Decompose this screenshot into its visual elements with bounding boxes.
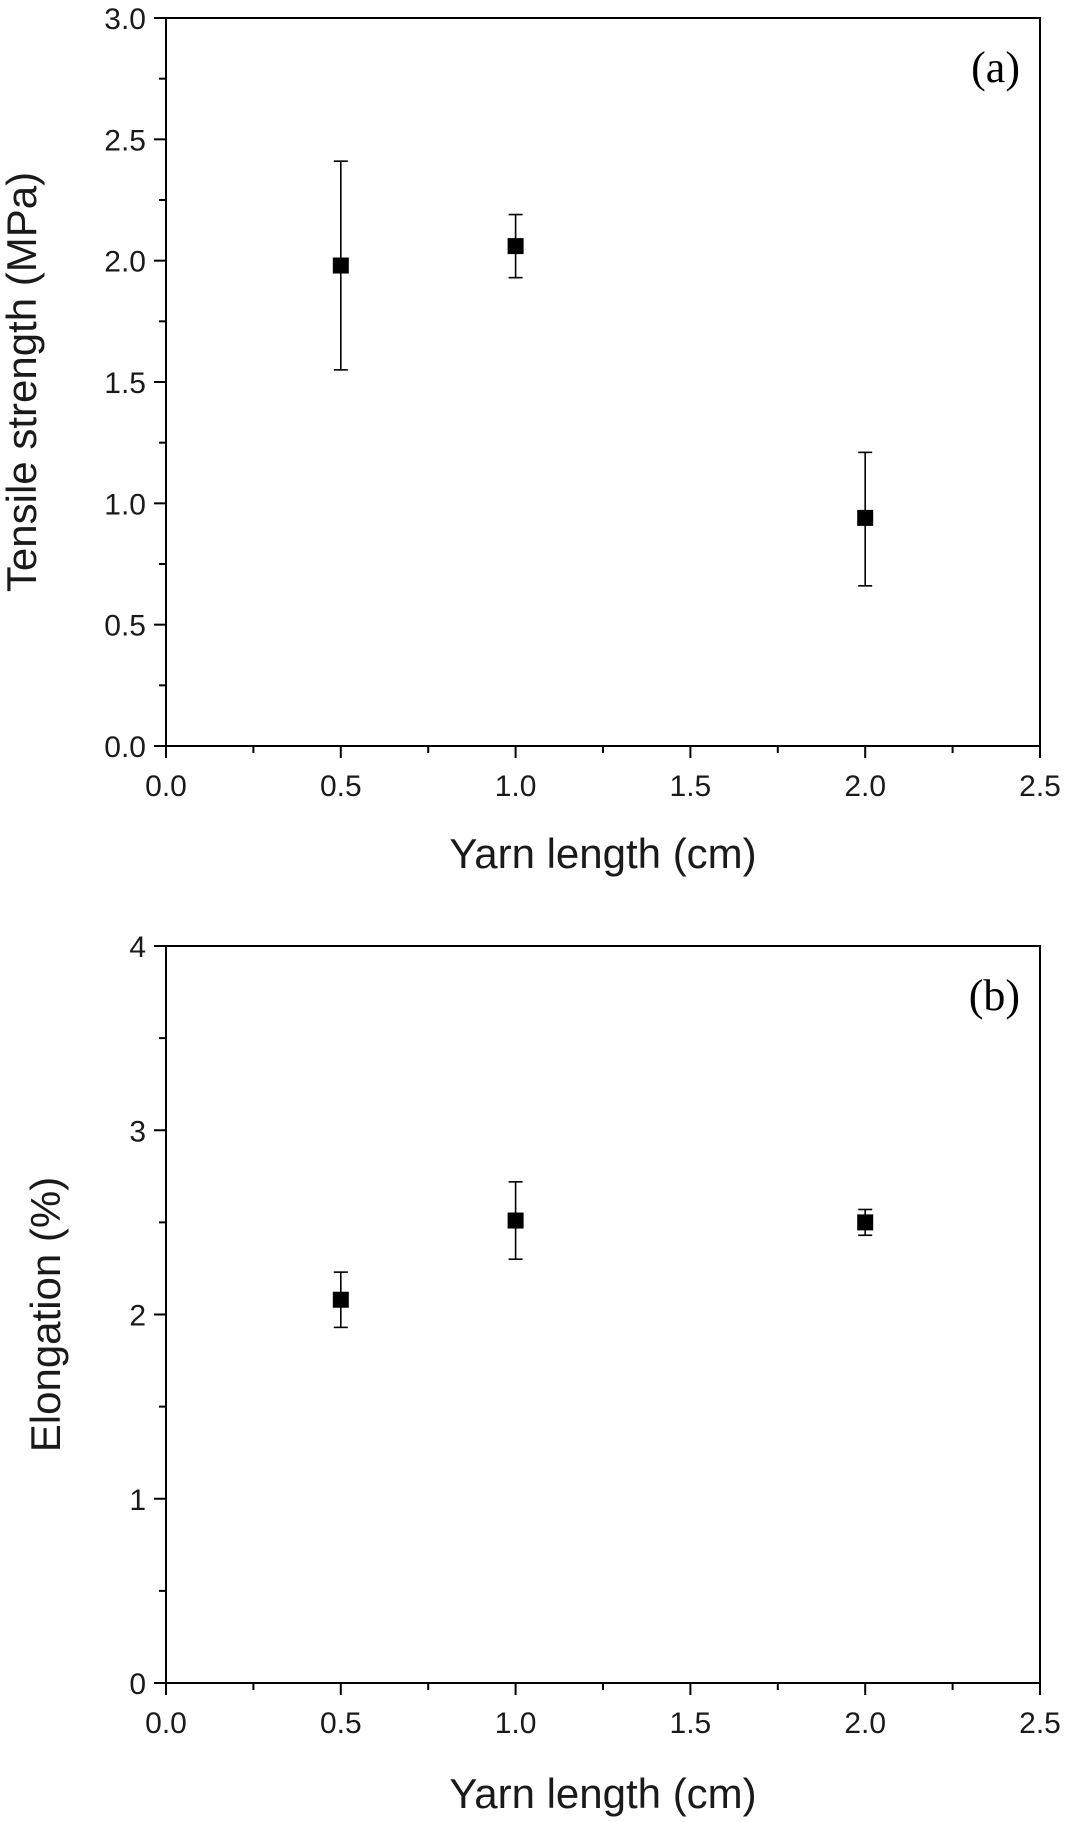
- data-point-2: [857, 452, 873, 585]
- x-tick-label: 2.0: [844, 1707, 886, 1740]
- square-marker: [857, 510, 873, 526]
- plot-frame: [166, 946, 1040, 1683]
- x-tick-label: 0.0: [145, 1707, 187, 1740]
- y-tick-label: 2.0: [104, 246, 146, 279]
- x-axis-title: Yarn length (cm): [449, 830, 756, 877]
- chart-elongation: 0.0 0.5 1.0 1.5 2.0 2.5 0 1 2 3 4 Yarn length (cm) E…: [22, 931, 1061, 1817]
- y-tick-label: 0.5: [104, 610, 146, 643]
- x-tick-label: 1.5: [670, 770, 712, 803]
- chart-tensile-strength: 0.0 0.5 1.0 1.5 2.0 2.5 0.0 0.5 1.0 1.5 2.0 2.5 3.0 Y…: [0, 3, 1061, 877]
- x-tick-label: 2.0: [844, 770, 886, 803]
- data-point-0: [333, 161, 349, 370]
- x-tick-label: 1.0: [495, 1707, 537, 1740]
- square-marker: [333, 1292, 349, 1308]
- y-tick-label: 2.5: [104, 124, 146, 157]
- y-tick-label: 3.0: [104, 3, 146, 36]
- x-tick-label: 0.5: [320, 1707, 362, 1740]
- square-marker: [857, 1214, 873, 1230]
- y-tick-label: 1: [129, 1484, 146, 1517]
- y-tick-label: 4: [129, 931, 146, 964]
- panel-label: (a): [971, 43, 1020, 92]
- y-tick-label: 3: [129, 1115, 146, 1148]
- x-axis-title: Yarn length (cm): [449, 1770, 756, 1817]
- plot-frame: [166, 18, 1040, 746]
- x-tick-label: 2.5: [1019, 1707, 1061, 1740]
- x-tick-label: 1.0: [495, 770, 537, 803]
- y-tick-label: 0.0: [104, 731, 146, 764]
- x-tick-label: 2.5: [1019, 770, 1061, 803]
- y-tick-label: 0: [129, 1668, 146, 1701]
- y-axis-title: Tensile strength (MPa): [0, 172, 45, 592]
- square-marker: [508, 1213, 524, 1229]
- data-point-0: [333, 1272, 349, 1327]
- y-tick-label: 2: [129, 1300, 146, 1333]
- y-axis-title: Elongation (%): [22, 1177, 69, 1452]
- x-tick-label: 1.5: [670, 1707, 712, 1740]
- square-marker: [333, 258, 349, 274]
- data-point-2: [857, 1209, 873, 1235]
- x-tick-label: 0.5: [320, 770, 362, 803]
- data-point-1: [508, 1182, 524, 1259]
- data-point-1: [508, 215, 524, 278]
- square-marker: [508, 238, 524, 254]
- y-tick-label: 1.5: [104, 367, 146, 400]
- x-tick-label: 0.0: [145, 770, 187, 803]
- y-tick-label: 1.0: [104, 488, 146, 521]
- panel-label: (b): [969, 971, 1020, 1020]
